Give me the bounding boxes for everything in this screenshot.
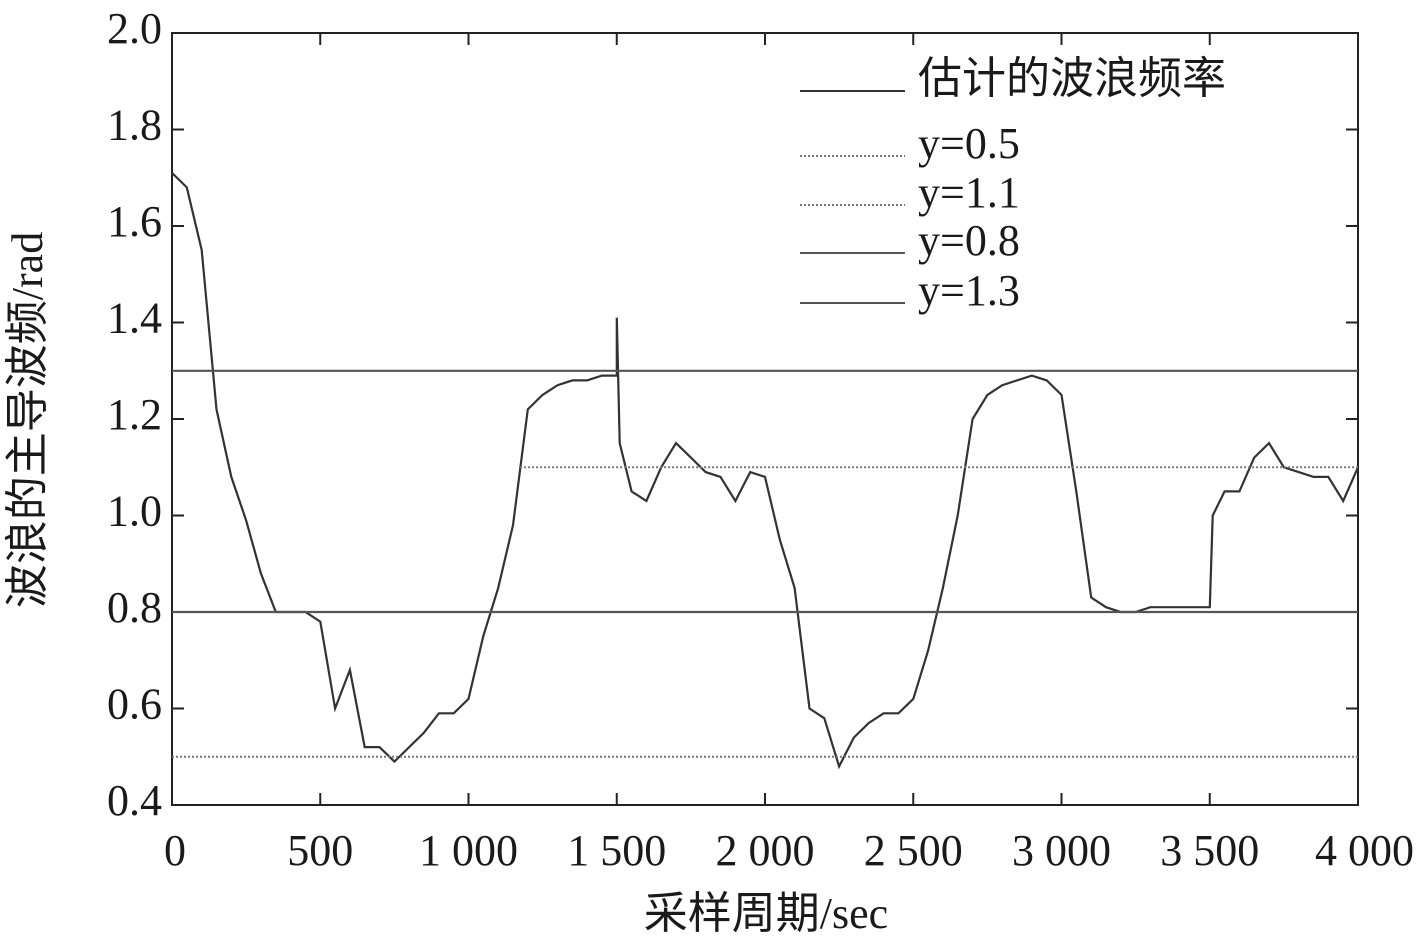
y-tick-label: 1.2	[107, 390, 162, 439]
y-tick-label: 1.0	[107, 487, 162, 536]
legend-label: y=1.1	[918, 168, 1020, 217]
x-tick-label: 2 500	[864, 826, 963, 875]
x-tick-label: 3 500	[1160, 826, 1259, 875]
y-tick-label: 0.4	[107, 776, 162, 825]
y-tick-label: 1.8	[107, 101, 162, 150]
x-tick-label: 2 000	[716, 826, 815, 875]
y-tick-label: 1.6	[107, 197, 162, 246]
legend-label: 估计的波浪频率	[918, 54, 1226, 103]
x-tick-label: 0	[164, 826, 186, 875]
x-tick-label: 1 000	[419, 826, 518, 875]
x-axis-label: 采样周期/sec	[644, 889, 888, 938]
y-tick-label: 1.4	[107, 294, 162, 343]
legend-label: y=0.8	[918, 216, 1020, 265]
y-tick-label: 0.6	[107, 680, 162, 729]
legend-label: y=0.5	[918, 119, 1020, 168]
y-tick-label: 0.8	[107, 583, 162, 632]
x-tick-label: 500	[287, 826, 353, 875]
series-line	[171, 172, 1360, 770]
y-tick-label: 2.0	[107, 4, 162, 53]
plot-frame	[171, 32, 1359, 806]
x-tick-label: 3 000	[1012, 826, 1111, 875]
y-axis-label: 波浪的主导波频/rad	[3, 232, 52, 608]
x-tick-label: 4 000	[1315, 826, 1414, 875]
legend-label: y=1.3	[918, 266, 1020, 315]
x-tick-label: 1 500	[567, 826, 666, 875]
